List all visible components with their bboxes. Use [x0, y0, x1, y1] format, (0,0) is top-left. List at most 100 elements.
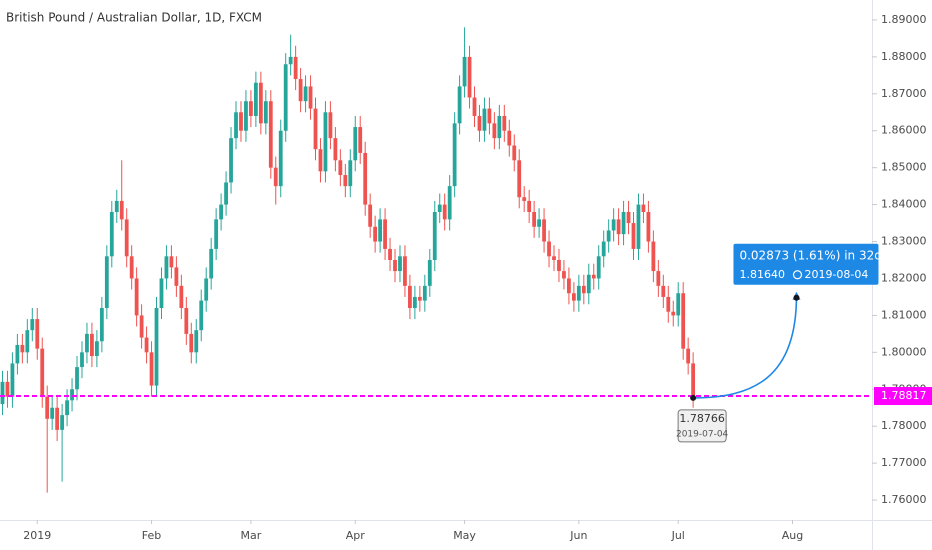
projection-start	[690, 394, 697, 401]
candle-body	[164, 256, 169, 279]
candle-body	[219, 204, 224, 220]
candle-body	[124, 219, 129, 257]
candle-body	[542, 219, 546, 242]
candle-body	[293, 56, 298, 80]
candle-body	[621, 211, 626, 235]
candle-body	[308, 86, 313, 109]
candle-body	[482, 108, 487, 131]
candle-body	[149, 352, 154, 386]
candle-body	[80, 352, 84, 368]
candle-body	[174, 267, 179, 286]
candle-body	[472, 97, 477, 116]
y-tick-label: 1.81000	[881, 308, 927, 321]
candle-body	[229, 138, 233, 183]
y-tick-label: 1.89000	[881, 13, 927, 26]
candle-body	[224, 182, 228, 205]
candle-body	[65, 400, 69, 416]
candle-body	[25, 330, 30, 353]
candle-body	[303, 86, 308, 102]
projection-curve	[693, 295, 798, 399]
candle-body	[457, 86, 462, 124]
candle-body	[263, 101, 268, 124]
candle-body	[432, 211, 437, 260]
candle-body	[626, 211, 631, 224]
start-label: 1.78766	[679, 412, 725, 425]
candle-body	[422, 285, 427, 301]
candle-body	[278, 130, 283, 187]
candle-body	[0, 381, 5, 405]
candle-body	[194, 330, 199, 353]
candle-body	[691, 363, 696, 397]
candle-body	[20, 344, 25, 353]
x-tick-label: May	[453, 529, 476, 542]
candle-body	[323, 112, 328, 172]
candle-body	[517, 160, 522, 198]
candle-body	[189, 333, 194, 353]
candle-body	[45, 396, 50, 419]
y-tick-label: 1.76000	[881, 493, 927, 506]
candle-body	[114, 200, 119, 212]
candle-body	[616, 219, 621, 235]
projection-box	[733, 243, 879, 285]
candle-body	[427, 260, 432, 286]
candle-body	[507, 130, 512, 146]
projection-end-price: 1.81640	[739, 268, 785, 281]
candle-body	[552, 256, 556, 260]
candle-body	[154, 308, 159, 386]
candle-body	[40, 348, 45, 397]
candle-body	[258, 82, 263, 124]
candle-body	[104, 256, 109, 309]
candle-body	[646, 211, 651, 242]
candle-body	[611, 219, 616, 231]
candle-body	[576, 285, 581, 301]
candle-body	[571, 293, 576, 301]
candle-body	[328, 112, 333, 139]
candle-body	[199, 300, 204, 331]
candle-body	[661, 285, 666, 297]
candle-body	[417, 296, 422, 301]
candle-body	[606, 230, 611, 242]
candle-body	[75, 367, 79, 390]
candle-body	[467, 56, 472, 98]
candle-body	[358, 127, 363, 153]
candle-body	[249, 101, 253, 116]
candle-body	[318, 149, 323, 172]
candle-body	[527, 200, 532, 212]
y-tick-label: 1.87000	[881, 87, 927, 100]
y-tick-label: 1.78000	[881, 419, 927, 432]
candle-body	[139, 315, 144, 338]
candle-body	[353, 127, 358, 161]
candle-body	[144, 337, 149, 353]
candle-body	[30, 319, 35, 331]
y-tick-label: 1.80000	[881, 345, 927, 358]
x-tick-label: Mar	[241, 529, 262, 542]
candle-body	[681, 293, 686, 349]
candle-body	[393, 260, 397, 272]
candle-body	[477, 115, 482, 131]
candle-body	[631, 223, 636, 249]
candle-body	[522, 197, 527, 201]
candle-body	[5, 381, 10, 397]
candle-body	[333, 138, 338, 161]
candle-body	[134, 278, 139, 316]
candle-body	[99, 308, 104, 342]
candle-body	[666, 296, 671, 312]
candle-body	[547, 241, 551, 257]
start-date: 2019-07-04	[676, 429, 729, 439]
y-tick-label: 1.85000	[881, 161, 927, 174]
candle-body	[671, 311, 676, 316]
candle-body	[313, 108, 318, 150]
candle-body	[239, 112, 243, 131]
projection-change: 0.02873 (1.61%) in 32d	[739, 248, 881, 262]
candle-body	[378, 219, 383, 242]
candle-body	[343, 175, 348, 187]
candle-body	[273, 167, 278, 187]
candle-body	[204, 278, 209, 301]
candle-body	[497, 115, 502, 139]
candle-body	[403, 256, 407, 286]
candle-body	[288, 56, 293, 65]
candle-body	[636, 204, 641, 249]
x-tick-label: Aug	[782, 529, 803, 542]
candle-body	[512, 145, 517, 161]
candle-body	[492, 123, 497, 139]
